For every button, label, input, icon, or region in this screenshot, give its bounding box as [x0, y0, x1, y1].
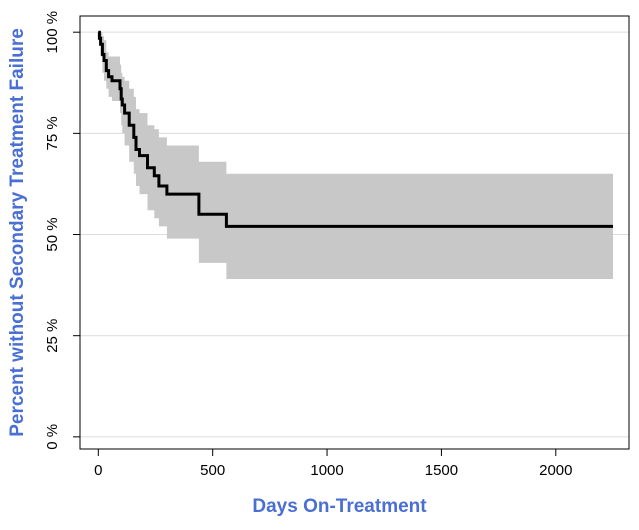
y-axis-title: Percent without Secondary Treatment Fail… [7, 28, 28, 437]
plot-frame [79, 15, 630, 450]
y-tick-label: 75 % [44, 116, 61, 150]
y-axis: 0 % 25 % 50 % 75 % 100 % [44, 11, 80, 450]
confidence-band [98, 32, 614, 280]
survival-curve [97, 30, 613, 228]
y-tick-label: 25 % [44, 319, 61, 353]
x-tick-label: 1000 [310, 462, 343, 479]
y-tick-label: 50 % [44, 217, 61, 251]
x-tick-label: 500 [200, 462, 225, 479]
y-tick-label: 100 % [44, 11, 61, 54]
x-axis-title: Days On-Treatment [252, 496, 427, 517]
x-tick-label: 0 [94, 462, 102, 479]
x-axis: 0 500 1000 1500 2000 [94, 449, 572, 479]
x-tick-label: 2000 [539, 462, 572, 479]
y-tick-label: 0 % [44, 424, 61, 450]
x-tick-label: 1500 [425, 462, 458, 479]
